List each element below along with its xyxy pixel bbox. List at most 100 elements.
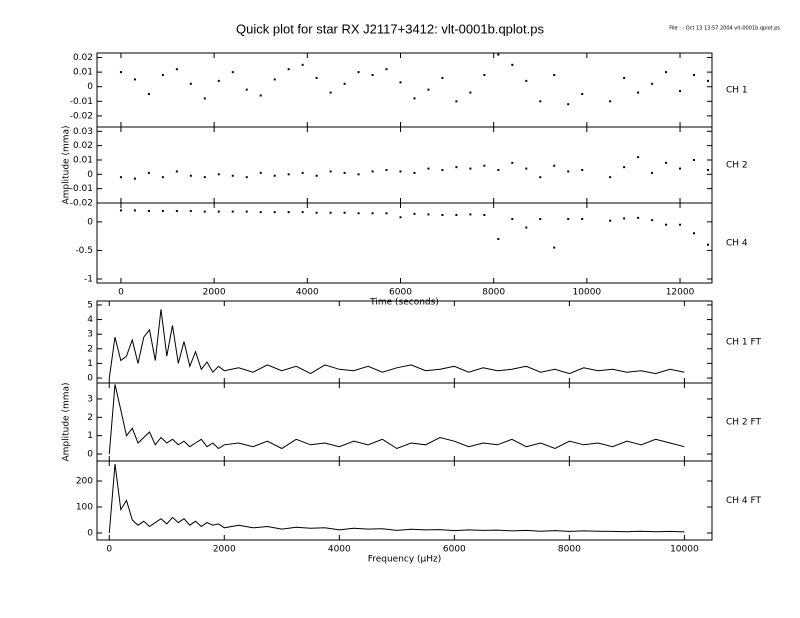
data-point <box>511 63 514 66</box>
data-point <box>637 91 640 94</box>
data-line <box>108 384 685 455</box>
data-point <box>133 78 136 81</box>
data-point <box>399 81 402 84</box>
data-point <box>119 176 122 179</box>
y-axis-label: Amplitude (mma) <box>62 125 72 204</box>
data-point <box>623 76 626 79</box>
data-point <box>287 68 290 71</box>
data-point <box>511 161 514 164</box>
x-tick-label: 2000 <box>203 288 226 298</box>
data-point <box>706 243 709 246</box>
y-tick-label: 0.02 <box>73 141 93 151</box>
data-point <box>706 79 709 82</box>
data-point <box>553 164 556 167</box>
data-point <box>245 88 248 91</box>
x-tick-label: 8000 <box>558 545 581 555</box>
data-point <box>357 71 360 74</box>
panel-frame <box>96 460 713 541</box>
data-point <box>469 167 472 170</box>
data-point <box>497 53 500 56</box>
data-point <box>301 171 304 174</box>
data-point <box>133 177 136 180</box>
y-tick-label: 0 <box>87 217 93 227</box>
y-tick-label: 5 <box>87 300 93 310</box>
file-note: File : : Oct 13 13:57 2004 vlt-0001b.qpl… <box>669 26 780 32</box>
data-point <box>413 212 416 215</box>
data-point <box>553 246 556 249</box>
data-point <box>441 169 444 172</box>
data-point <box>343 211 346 214</box>
data-point <box>175 210 178 212</box>
data-point <box>441 76 444 79</box>
y-tick-label: 1 <box>87 359 93 369</box>
data-point <box>427 88 430 91</box>
data-point <box>273 174 276 177</box>
data-point <box>161 176 164 179</box>
chart-title: Quick plot for star RX J2117+3412: vlt-0… <box>236 21 544 36</box>
data-point <box>259 171 262 174</box>
data-point <box>455 214 458 216</box>
x-tick-label: 2000 <box>213 545 236 555</box>
x-tick-label: 6000 <box>443 545 466 555</box>
x-axis-label: Frequency (μHz) <box>368 555 442 565</box>
y-tick-label: 0 <box>87 450 93 460</box>
data-point <box>385 68 388 71</box>
data-point <box>259 211 262 214</box>
data-line <box>108 309 685 379</box>
y-tick-label: 2 <box>87 413 93 423</box>
data-point <box>679 90 682 93</box>
data-point <box>203 210 206 213</box>
data-point <box>651 82 654 85</box>
data-point <box>651 171 654 174</box>
data-point <box>231 174 234 177</box>
data-point <box>217 210 220 213</box>
data-point <box>539 176 542 179</box>
data-point <box>399 170 402 173</box>
y-tick-label: 4 <box>87 315 93 325</box>
data-point <box>119 71 122 74</box>
data-point <box>315 76 318 79</box>
data-point <box>343 171 346 174</box>
panel-frame <box>96 202 713 284</box>
data-point <box>581 93 584 96</box>
y-tick-label: 0 <box>87 528 93 538</box>
data-point <box>287 173 290 176</box>
x-tick-label: 4000 <box>328 545 351 555</box>
data-point <box>413 97 416 100</box>
data-point <box>399 216 402 219</box>
data-point <box>553 74 556 77</box>
data-point <box>483 214 486 216</box>
data-point <box>567 103 570 106</box>
y-tick-label: 3 <box>87 394 93 404</box>
data-point <box>693 74 696 77</box>
x-tick-label: 0 <box>106 545 112 555</box>
x-tick-label: 8000 <box>482 288 505 298</box>
data-point <box>623 166 626 169</box>
y-tick-label: 2 <box>87 344 93 354</box>
data-point <box>539 218 542 220</box>
y-tick-label: -0.01 <box>70 184 93 194</box>
y-tick-label: 0 <box>87 82 93 92</box>
data-point <box>161 74 164 77</box>
data-point <box>525 226 528 229</box>
data-point <box>203 176 206 179</box>
panel-label: CH 4 FT <box>726 496 762 506</box>
y-tick-label: -0.02 <box>70 199 93 209</box>
data-point <box>427 167 430 170</box>
y-tick-label: 0 <box>87 374 93 384</box>
x-tick-label: 12000 <box>666 288 695 298</box>
data-point <box>679 223 682 226</box>
y-tick-label: 3 <box>87 330 93 340</box>
data-point <box>315 211 318 214</box>
data-point <box>637 216 640 219</box>
data-point <box>245 210 248 213</box>
y-tick-label: 0.02 <box>73 53 93 63</box>
x-tick-label: 0 <box>118 288 124 298</box>
data-point <box>189 174 192 177</box>
panel-label: CH 1 FT <box>726 338 762 348</box>
y-tick-label: 0.01 <box>73 68 93 78</box>
y-tick-label: 0.03 <box>73 127 93 137</box>
data-point <box>231 71 234 74</box>
data-point <box>147 210 150 212</box>
